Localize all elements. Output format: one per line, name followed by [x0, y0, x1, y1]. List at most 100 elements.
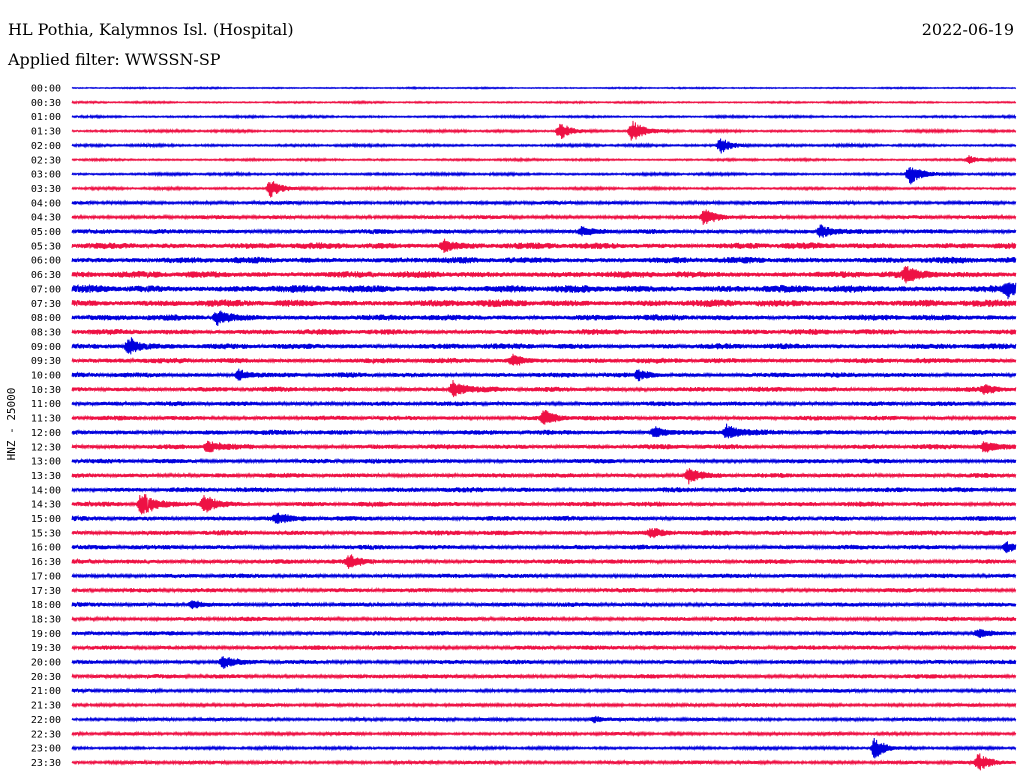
- trace-row: [71, 541, 1017, 554]
- trace-row: [71, 457, 1017, 465]
- row-label: 15:00: [31, 514, 61, 525]
- row-label: 06:30: [31, 270, 61, 281]
- trace-row: [71, 409, 1017, 425]
- row-label: 12:30: [31, 442, 61, 453]
- row-label: 21:30: [31, 701, 61, 712]
- trace-row: [71, 423, 1017, 439]
- trace-row: [71, 527, 1017, 539]
- row-label: 06:00: [31, 256, 61, 267]
- date-label: 2022-06-19: [921, 20, 1014, 39]
- row-label: 03:30: [31, 184, 61, 195]
- row-label: 01:00: [31, 112, 61, 123]
- trace-row: [71, 644, 1017, 652]
- trace-row: [71, 656, 1017, 669]
- row-label: 11:30: [31, 414, 61, 425]
- trace-row: [71, 400, 1017, 408]
- row-label: 12:00: [31, 428, 61, 439]
- row-label: 07:00: [31, 284, 61, 295]
- row-label: 15:30: [31, 528, 61, 539]
- trace-row: [71, 310, 1017, 327]
- row-label: 08:30: [31, 327, 61, 338]
- row-label: 00:30: [31, 98, 61, 109]
- row-label: 16:30: [31, 557, 61, 568]
- trace-row: [71, 166, 1017, 185]
- trace-row: [71, 672, 1017, 680]
- row-labels: 00:00 00:30 01:00 01:30 02:00 02:30 03:00 03:30…: [31, 84, 61, 769]
- trace-row: [71, 181, 1017, 198]
- trace-row: [71, 155, 1017, 165]
- row-label: 22:00: [31, 715, 61, 726]
- trace-row: [71, 299, 1017, 308]
- trace-row: [71, 738, 1017, 759]
- row-label: 16:00: [31, 543, 61, 554]
- trace-row: [71, 224, 1017, 238]
- row-label: 04:30: [31, 213, 61, 224]
- trace-row: [71, 282, 1017, 300]
- trace-row: [71, 494, 1017, 515]
- row-label: 10:30: [31, 385, 61, 396]
- trace-row: [71, 256, 1017, 264]
- row-label: 11:00: [31, 399, 61, 410]
- filter-label: Applied filter: WWSSN-SP: [8, 50, 221, 69]
- trace-row: [71, 337, 1017, 355]
- row-label: 23:00: [31, 744, 61, 755]
- trace-row: [71, 701, 1017, 709]
- row-label: 08:00: [31, 313, 61, 324]
- trace-row: [71, 440, 1017, 453]
- row-label: 18:30: [31, 614, 61, 625]
- row-label: 19:00: [31, 629, 61, 640]
- row-label: 21:00: [31, 686, 61, 697]
- row-label: 23:30: [31, 758, 61, 769]
- station-title: HL Pothia, Kalymnos Isl. (Hospital): [8, 20, 294, 39]
- row-label: 18:00: [31, 600, 61, 611]
- trace-row: [71, 113, 1017, 120]
- row-label: 00:00: [31, 84, 61, 95]
- trace-row: [71, 715, 1017, 724]
- row-label: 09:30: [31, 356, 61, 367]
- row-label: 03:00: [31, 170, 61, 181]
- row-label: 04:00: [31, 198, 61, 209]
- trace-row: [71, 753, 1017, 771]
- trace-row: [71, 586, 1017, 594]
- y-axis-label: HNZ - 25000: [5, 388, 18, 461]
- row-label: 07:30: [31, 299, 61, 310]
- trace-row: [71, 486, 1017, 494]
- row-label: 22:30: [31, 729, 61, 740]
- row-label: 20:30: [31, 672, 61, 683]
- row-label: 13:30: [31, 471, 61, 482]
- trace-row: [71, 85, 1017, 91]
- trace-row: [71, 468, 1017, 485]
- trace-row: [71, 120, 1017, 141]
- row-label: 17:00: [31, 571, 61, 582]
- row-label: 13:00: [31, 457, 61, 468]
- trace-row: [71, 379, 1017, 398]
- trace-row: [71, 209, 1017, 225]
- trace-row: [71, 353, 1017, 366]
- traces: [71, 85, 1017, 771]
- trace-row: [71, 512, 1017, 524]
- trace-row: [71, 572, 1017, 580]
- row-label: 01:30: [31, 127, 61, 138]
- trace-row: [71, 328, 1017, 336]
- trace-row: [71, 238, 1017, 254]
- trace-row: [71, 138, 1017, 154]
- row-label: 05:00: [31, 227, 61, 238]
- trace-row: [71, 99, 1017, 105]
- trace-row: [71, 615, 1017, 623]
- row-label: 02:00: [31, 141, 61, 152]
- trace-row: [71, 730, 1017, 738]
- trace-row: [71, 628, 1017, 639]
- row-label: 05:30: [31, 241, 61, 252]
- trace-row: [71, 199, 1017, 207]
- trace-row: [71, 687, 1017, 695]
- row-label: 02:30: [31, 155, 61, 166]
- trace-row: [71, 554, 1017, 569]
- trace-row: [71, 368, 1017, 382]
- row-label: 20:00: [31, 658, 61, 669]
- row-label: 14:00: [31, 485, 61, 496]
- row-label: 17:30: [31, 586, 61, 597]
- row-label: 14:30: [31, 500, 61, 511]
- trace-row: [71, 266, 1017, 284]
- row-label: 10:00: [31, 371, 61, 382]
